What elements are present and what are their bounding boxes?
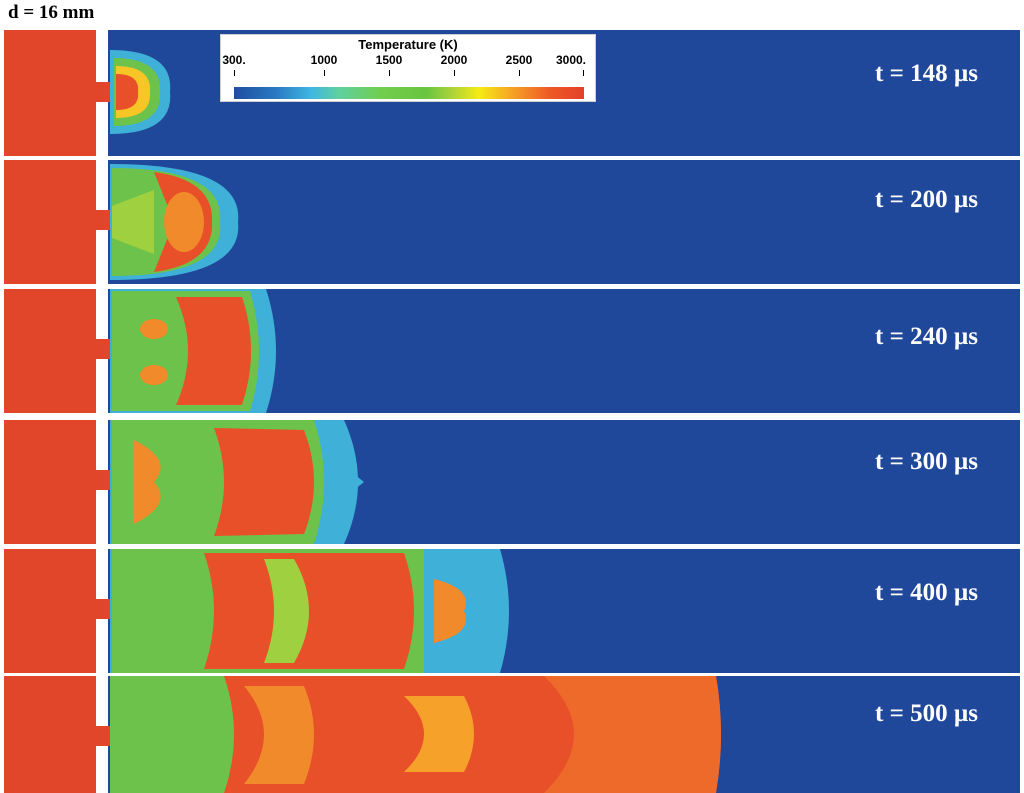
colorbar-tick-mark bbox=[234, 70, 235, 76]
colorbar-tick: 1000 bbox=[310, 53, 338, 67]
time-label: t = 500 µs bbox=[875, 700, 978, 727]
temperature-colorbar: Temperature (K) 300. 1000 1500 2000 2500… bbox=[220, 34, 596, 102]
colorbar-tick: 3000. bbox=[555, 53, 587, 67]
time-label: t = 148 µs bbox=[875, 60, 978, 87]
temperature-field-2 bbox=[4, 160, 1020, 284]
colorbar-tick-mark bbox=[324, 70, 325, 76]
colorbar-title: Temperature (K) bbox=[358, 37, 458, 52]
colorbar-tick: 2000 bbox=[440, 53, 468, 67]
time-label: t = 400 µs bbox=[875, 579, 978, 606]
page-title: d = 16 mm bbox=[8, 2, 95, 23]
colorbar-tick: 1500 bbox=[375, 53, 403, 67]
snapshot-panel-5: t = 400 µs bbox=[4, 549, 1020, 673]
snapshot-panel-4: t = 300 µs bbox=[4, 420, 1020, 544]
colorbar-tick-mark bbox=[583, 70, 584, 76]
snapshot-panel-6: t = 500 µs bbox=[4, 676, 1020, 793]
colorbar-gradient bbox=[234, 87, 584, 99]
temperature-field-6 bbox=[4, 676, 1020, 793]
temperature-field-5 bbox=[4, 549, 1020, 673]
temperature-field-3 bbox=[4, 289, 1020, 413]
colorbar-tick-mark bbox=[389, 70, 390, 76]
colorbar-tick-mark bbox=[519, 70, 520, 76]
colorbar-tick-mark bbox=[454, 70, 455, 76]
time-label: t = 240 µs bbox=[875, 323, 978, 350]
time-label: t = 300 µs bbox=[875, 448, 978, 475]
colorbar-tick: 300. bbox=[222, 53, 246, 67]
time-label: t = 200 µs bbox=[875, 186, 978, 213]
snapshot-panel-3: t = 240 µs bbox=[4, 289, 1020, 413]
temperature-field-4 bbox=[4, 420, 1020, 544]
snapshot-panel-2: t = 200 µs bbox=[4, 160, 1020, 284]
colorbar-tick: 2500 bbox=[505, 53, 533, 67]
